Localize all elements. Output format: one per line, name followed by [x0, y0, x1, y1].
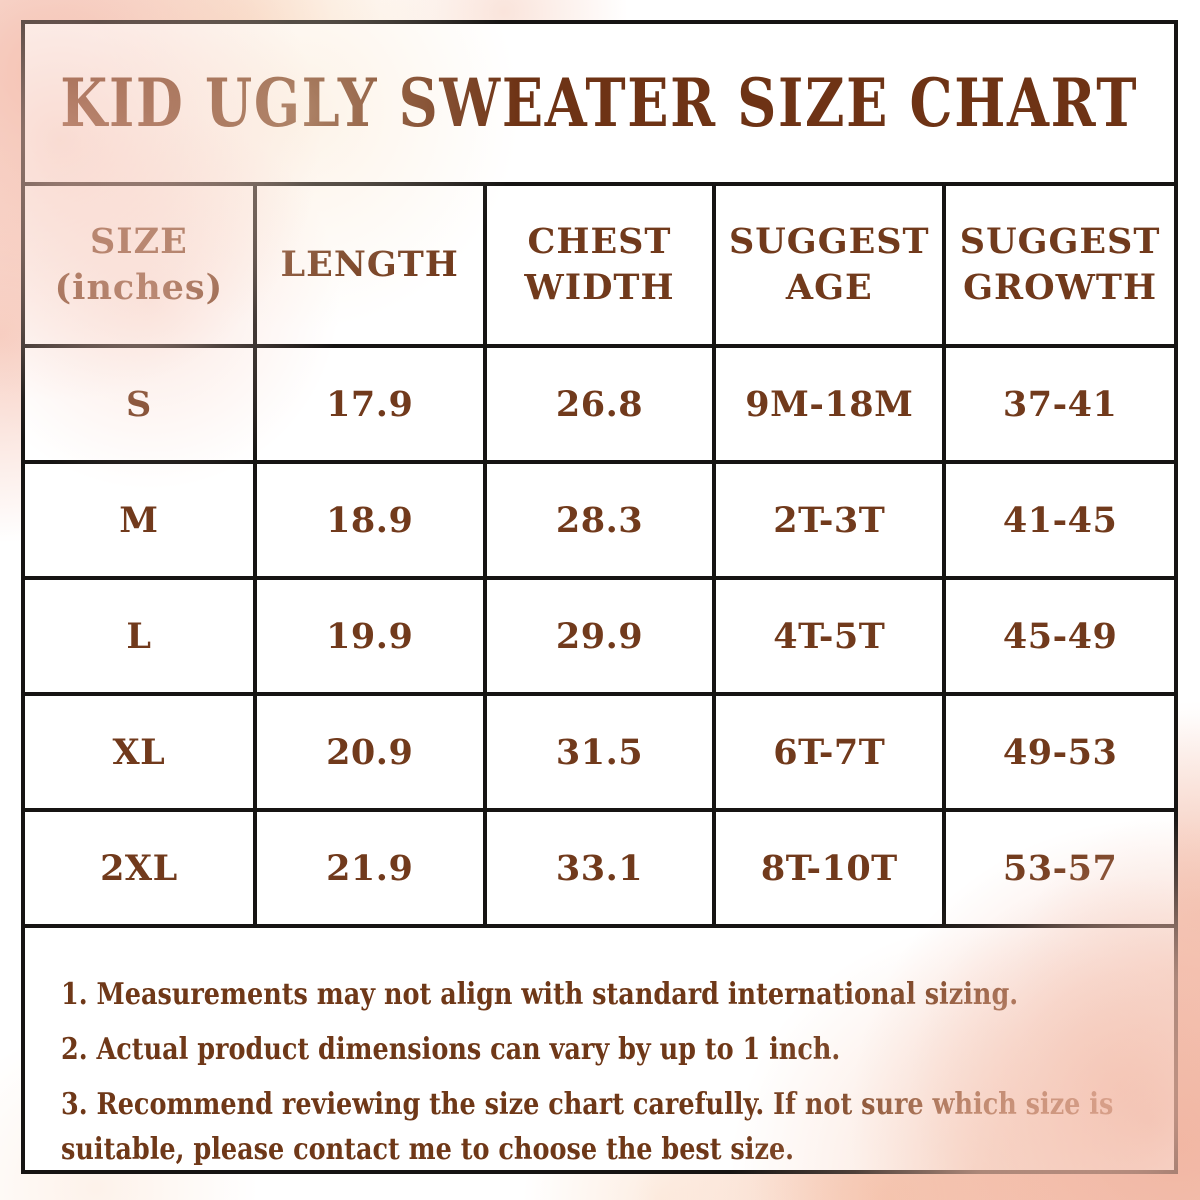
cell-size: L [25, 576, 257, 696]
cell-chest-width: 31.5 [482, 692, 717, 812]
cell-suggest-growth: 49-53 [942, 692, 1174, 812]
column-header-line: (inches) [54, 267, 224, 308]
cell-suggest-age: 2T-3T [712, 460, 947, 580]
column-header-line: SIZE [89, 220, 188, 262]
note-line-1: 1. Measurements may not align with stand… [61, 977, 1019, 1012]
cell-suggest-age: 4T-5T [712, 576, 947, 696]
table-row-l: L 19.9 29.9 4T-5T 45-49 [25, 576, 1174, 696]
cell-length: 18.9 [252, 460, 487, 580]
cell-chest-width: 26.8 [482, 344, 717, 464]
note-line-3: 3. Recommend reviewing the size chart ca… [61, 1087, 1114, 1167]
column-header-line: CHEST [527, 220, 672, 262]
column-header-suggest-age: SUGGEST AGE [712, 186, 947, 348]
cell-length: 20.9 [252, 692, 487, 812]
notes-section: 1. Measurements may not align with stand… [25, 928, 1174, 1170]
column-header-length: LENGTH [252, 186, 487, 348]
table-row-2xl: 2XL 21.9 33.1 8T-10T 53-57 [25, 808, 1174, 928]
cell-chest-width: 29.9 [482, 576, 717, 696]
column-header-line: SUGGEST [959, 220, 1161, 262]
cell-suggest-growth: 37-41 [942, 344, 1174, 464]
size-table: SIZE (inches) LENGTH CHEST WIDTH SUGGEST… [25, 186, 1174, 928]
cell-size: 2XL [25, 808, 257, 928]
column-header-line: AGE [785, 267, 873, 308]
column-header-line: GROWTH [963, 267, 1158, 308]
table-row-m: M 18.9 28.3 2T-3T 41-45 [25, 460, 1174, 580]
cell-suggest-growth: 41-45 [942, 460, 1174, 580]
cell-chest-width: 28.3 [482, 460, 717, 580]
title-band: KID UGLY SWEATER SIZE CHART [25, 24, 1174, 186]
size-table-header: SIZE (inches) LENGTH CHEST WIDTH SUGGEST… [25, 186, 1174, 348]
cell-suggest-age: 8T-10T [712, 808, 947, 928]
size-table-body: S 17.9 26.8 9M-18M 37-41 M 18.9 28.3 2T-… [25, 344, 1174, 928]
column-header-suggest-growth: SUGGEST GROWTH [942, 186, 1174, 348]
cell-suggest-age: 9M-18M [712, 344, 947, 464]
header-row: SIZE (inches) LENGTH CHEST WIDTH SUGGEST… [25, 186, 1174, 348]
column-header-line: WIDTH [524, 267, 675, 308]
cell-suggest-growth: 45-49 [942, 576, 1174, 696]
cell-size: XL [25, 692, 257, 812]
cell-chest-width: 33.1 [482, 808, 717, 928]
notes-text-block: 1. Measurements may not align with stand… [61, 972, 1159, 1170]
column-header-chest-width: CHEST WIDTH [482, 186, 717, 348]
size-chart-board: KID UGLY SWEATER SIZE CHART SIZE (inches… [21, 20, 1178, 1174]
cell-size: S [25, 344, 257, 464]
page-title: KID UGLY SWEATER SIZE CHART [60, 64, 1139, 142]
cell-length: 17.9 [252, 344, 487, 464]
cell-suggest-age: 6T-7T [712, 692, 947, 812]
column-header-line: LENGTH [280, 243, 459, 285]
cell-length: 21.9 [252, 808, 487, 928]
note-line-2: 2. Actual product dimensions can vary by… [61, 1032, 841, 1067]
cell-length: 19.9 [252, 576, 487, 696]
cell-suggest-growth: 53-57 [942, 808, 1174, 928]
column-header-line: SUGGEST [729, 220, 930, 262]
cell-size: M [25, 460, 257, 580]
table-row-s: S 17.9 26.8 9M-18M 37-41 [25, 344, 1174, 464]
column-header-size: SIZE (inches) [25, 186, 257, 348]
table-row-xl: XL 20.9 31.5 6T-7T 49-53 [25, 692, 1174, 812]
